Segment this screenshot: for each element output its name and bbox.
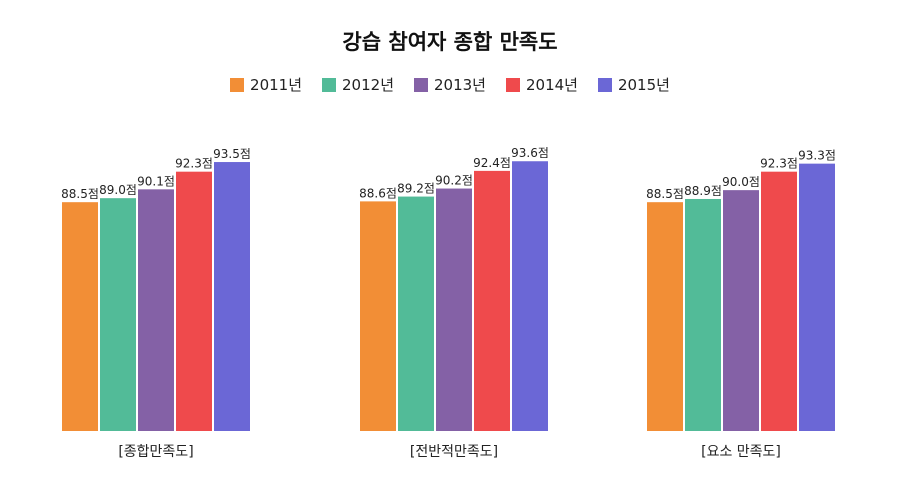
category-label: [전반적만족도]: [410, 444, 498, 460]
legend-label: 2014년: [525, 76, 578, 94]
bar: [62, 202, 98, 431]
category-label: [종합만족도]: [118, 444, 193, 460]
bar: [647, 202, 683, 431]
bar: [360, 201, 396, 431]
legend-item: 2013년: [414, 74, 486, 95]
legend-label: 2011년: [250, 76, 303, 94]
legend-swatch: [414, 77, 428, 92]
data-label: 88.6점: [359, 186, 397, 200]
legend-label: 2012년: [342, 76, 394, 94]
bar: [436, 188, 472, 431]
data-label: 88.5점: [61, 187, 99, 201]
data-label: 92.4점: [473, 156, 511, 170]
data-label: 89.0점: [99, 183, 137, 197]
bar: [799, 163, 835, 432]
bar: [214, 162, 250, 432]
legend-swatch: [322, 77, 337, 92]
data-label: 88.9점: [684, 184, 722, 198]
data-label: 90.2점: [435, 174, 473, 188]
bar: [685, 198, 721, 431]
bar: [398, 196, 434, 431]
legend-item: 2012년: [322, 74, 394, 95]
data-label: 90.0점: [722, 175, 760, 189]
data-label: 90.1점: [137, 174, 175, 188]
bar: [100, 198, 136, 431]
bar: [723, 190, 759, 431]
chart-title: 강습 참여자 종합 만족도: [342, 30, 558, 54]
data-label: 93.3점: [798, 149, 836, 163]
bar: [512, 161, 548, 432]
bar: [138, 189, 174, 431]
data-label: 89.2점: [397, 182, 435, 196]
legend-item: 2015년: [597, 74, 670, 95]
bar: [761, 171, 797, 432]
category-label: [요소 만족도]: [701, 444, 781, 460]
data-label: 92.3점: [175, 157, 213, 171]
legend-swatch: [597, 77, 612, 92]
legend-item: 2011년: [230, 74, 302, 95]
data-label: 88.5점: [646, 187, 684, 201]
data-label: 93.5점: [213, 147, 251, 161]
data-label: 92.3점: [760, 157, 798, 171]
legend-label: 2013년: [434, 76, 486, 94]
legend-swatch: [505, 77, 520, 92]
legend-label: 2015년: [617, 76, 670, 94]
legend-swatch: [230, 77, 245, 92]
legend-item: 2014년: [505, 74, 578, 95]
data-label: 93.6점: [511, 146, 549, 160]
bar: [176, 171, 212, 432]
legend: 2011년 2012년 2013년 2014년 2015년: [0, 74, 900, 95]
bar: [474, 170, 510, 432]
